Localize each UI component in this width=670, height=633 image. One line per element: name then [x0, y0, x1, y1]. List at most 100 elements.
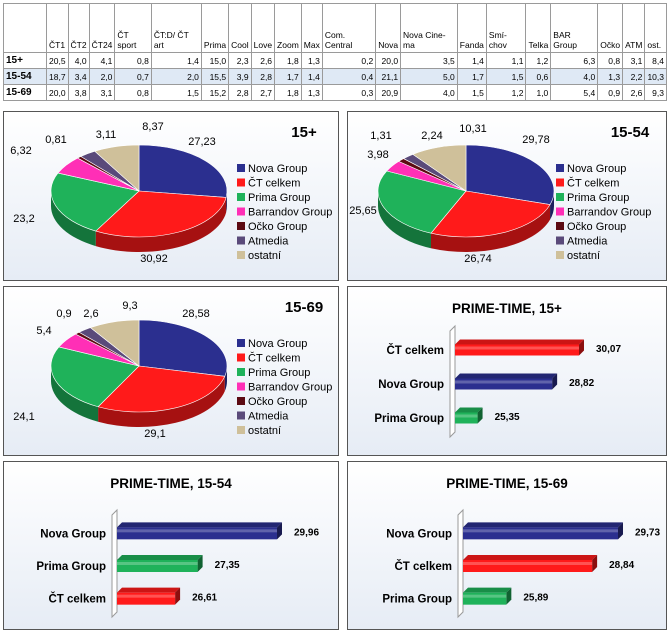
pie-value-label: 29,78 — [522, 134, 550, 146]
bar-category-label: Prima Group — [374, 413, 444, 425]
table-body: 15+ 20,5 4,0 4,1 0,8 1,4 15,0 2,3 2,6 1,8 1,3 0,2 20… — [3, 52, 667, 101]
legend-swatch — [237, 426, 245, 434]
bar-value-label: 28,84 — [609, 560, 634, 571]
legend-swatch — [237, 193, 245, 201]
legend-swatch — [556, 164, 564, 172]
bar-chart-title: PRIME-TIME, 15-54 — [110, 476, 232, 491]
table-cell: 2,0 — [88, 68, 116, 85]
column-header-bar-group: BAR Group — [550, 3, 599, 53]
legend-swatch — [237, 251, 245, 259]
bar-category-label: Nova Group — [386, 528, 452, 540]
table-cell: 8,4 — [644, 52, 667, 69]
column-header-love: Love — [250, 3, 276, 53]
legend-swatch — [556, 236, 564, 245]
table-cell: 3,5 — [400, 52, 458, 69]
bar-chart-title: PRIME-TIME, 15-69 — [446, 476, 568, 491]
table-corner-cell — [3, 3, 47, 53]
column-header-nova-cine-ma: Nova Cine-ma — [400, 3, 458, 53]
legend-item-o-ko-group: Očko Group — [567, 221, 626, 233]
bar-chart-prime-15-54: PRIME-TIME, 15-54 Nova Group 29,96 Prima Gr… — [3, 461, 339, 630]
table-cell: 4,0 — [67, 52, 90, 69]
bar-value-label: 28,82 — [569, 378, 594, 389]
bar-side — [592, 555, 598, 572]
pie-value-label: 8,37 — [142, 121, 163, 133]
legend-swatch — [237, 397, 245, 405]
table-cell: 1,7 — [456, 68, 487, 85]
table-cell: 1,1 — [485, 52, 527, 69]
pie-slice-nova-group — [465, 144, 555, 205]
pie-value-label: 3,98 — [367, 149, 388, 161]
legend-swatch — [556, 251, 564, 259]
table-cell: 4,1 — [88, 52, 116, 69]
pie-slice-nova-group — [138, 144, 228, 198]
pie-svg: 28,58 29,1 24,1 5,4 0,9 2,6 9,3 15-69 Nova Group… — [13, 299, 332, 440]
pie-chart-title: 15+ — [291, 124, 317, 141]
bar-top — [117, 587, 181, 593]
table-cell: 0,3 — [321, 84, 377, 101]
table-cell: 20,0 — [46, 84, 69, 101]
legend-swatch — [556, 207, 564, 216]
column-header-max: Max — [300, 3, 323, 53]
table-cell: 9,3 — [644, 84, 667, 101]
table-cell: 2,0 — [150, 68, 202, 85]
pie-chart-15-54: 29,78 26,74 25,65 3,98 1,31 2,24 10,31 15-54 Nov… — [347, 111, 667, 281]
bar-side — [477, 407, 483, 424]
column-header-com-central: Com. Central — [321, 3, 377, 53]
bar-highlight — [455, 380, 553, 384]
pie-side-prima-group — [51, 366, 99, 422]
bar-prima-group — [455, 412, 478, 424]
table-cell: 0,9 — [597, 84, 624, 101]
table-cell: 3,9 — [228, 68, 252, 85]
column-header-ost: ost. — [644, 3, 667, 53]
column-header-t2: ČT2 — [67, 3, 90, 53]
table-cell: 0,7 — [114, 68, 152, 85]
legend-item-t-celkem: ČT celkem — [567, 177, 619, 190]
bar-side — [506, 587, 512, 605]
bar-axis-wall — [449, 324, 456, 439]
pie-side-t-celkem — [95, 197, 227, 252]
bar-top — [463, 555, 598, 560]
bar-nova-group — [455, 378, 553, 390]
table-cell: 1,4 — [456, 52, 487, 69]
legend-item-atmedia: Atmedia — [567, 236, 608, 248]
table-cell: 2,3 — [228, 52, 252, 69]
pie-chart-title: 15-54 — [611, 124, 650, 141]
table-row: 15+ 20,5 4,0 4,1 0,8 1,4 15,0 2,3 2,6 1,8 1,3 0,2 20… — [3, 52, 667, 69]
row-label: 15-54 — [3, 68, 47, 85]
pie-slice-prima-group — [50, 346, 140, 408]
table-cell: 1,3 — [300, 84, 323, 101]
legend-swatch — [237, 382, 245, 391]
pie-slice-t-celkem — [430, 190, 551, 238]
table-cell: 0,6 — [525, 68, 552, 85]
legend-item-atmedia: Atmedia — [248, 411, 289, 423]
legend-swatch — [237, 207, 245, 216]
row-label: 15-69 — [3, 84, 47, 101]
table-cell: 18,7 — [46, 68, 69, 85]
pie-value-label: 29,1 — [144, 428, 165, 440]
bar-value-label: 29,73 — [635, 527, 660, 538]
pie-svg: 29,78 26,74 25,65 3,98 1,31 2,24 10,31 15-54 Nov… — [349, 123, 651, 265]
bar-top — [117, 555, 203, 560]
bar-top — [463, 522, 623, 528]
column-header-t-d-t-art: ČT:D/ ČT art — [150, 3, 202, 53]
table-cell: 0,8 — [114, 52, 152, 69]
bar-highlight — [463, 529, 618, 533]
table-cell: 0,4 — [321, 68, 377, 85]
bar-svg: PRIME-TIME, 15-69 Nova Group 29,73 ČT celke… — [382, 476, 660, 619]
bar-chart-title: PRIME-TIME, 15+ — [452, 301, 562, 316]
legend-item-barrandov-group: Barrandov Group — [248, 207, 332, 219]
column-header-cool: Cool — [228, 3, 252, 53]
legend-swatch — [237, 411, 245, 420]
table-header-row: ČT1 ČT2 ČT24 ČT sport ČT:D/ ČT art Prima Cool L… — [3, 3, 667, 53]
pie-side-prima-group — [378, 191, 431, 249]
pie-value-label: 24,1 — [13, 411, 34, 423]
legend-item-ostatn: ostatní — [248, 425, 281, 437]
column-header-prima: Prima — [200, 3, 230, 53]
table-cell: 3,1 — [622, 52, 646, 69]
bar-highlight — [455, 414, 478, 418]
table-cell: 1,8 — [274, 84, 302, 101]
table-cell: 1,2 — [525, 52, 552, 69]
legend-swatch — [556, 193, 564, 201]
pie-value-label: 2,24 — [421, 130, 442, 142]
bar-chart-prime-15-69: PRIME-TIME, 15-69 Nova Group 29,73 ČT celke… — [347, 461, 667, 630]
